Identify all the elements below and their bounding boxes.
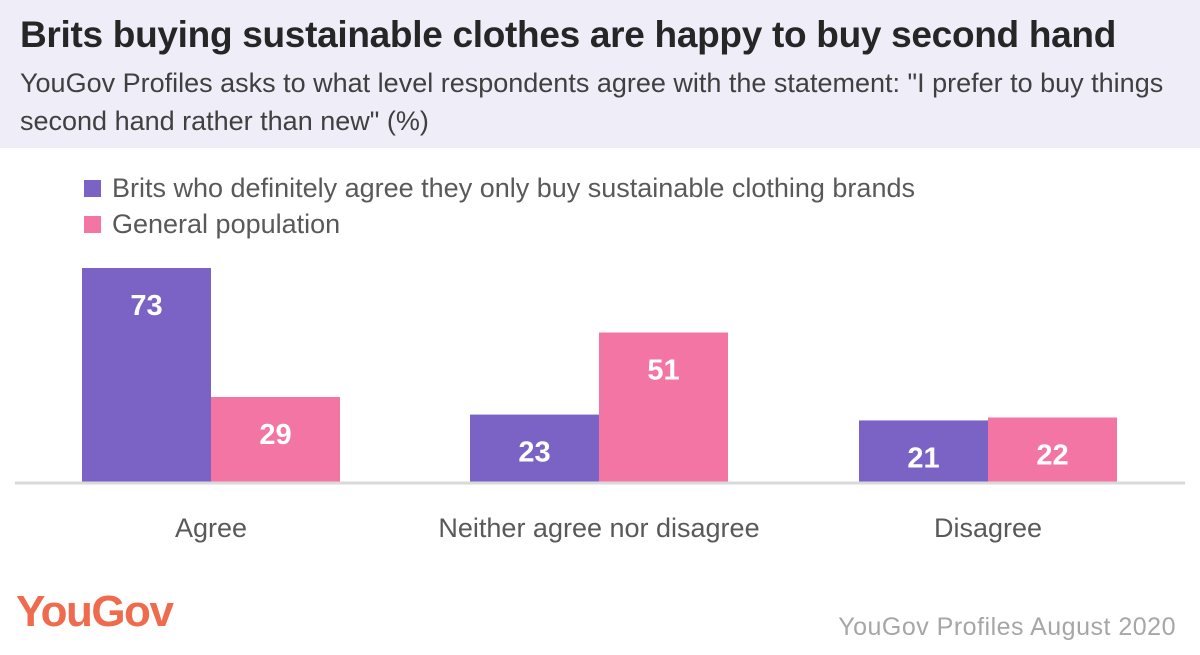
data-label-2-series-1: 21 — [907, 442, 939, 474]
bar-0-series-2 — [211, 396, 340, 482]
data-label-1-series-1: 23 — [518, 437, 550, 469]
legend-label-series-2: General population — [112, 208, 341, 239]
category-label-2: Disagree — [934, 513, 1042, 543]
legend-label-series-1: Brits who definitely agree they only buy… — [112, 172, 915, 203]
chart-subtitle: YouGov Profiles asks to what level respo… — [20, 68, 1164, 136]
legend-swatch-series-2 — [84, 215, 101, 233]
legend: Brits who definitely agree they only buy… — [84, 170, 915, 242]
header-banner: Brits buying sustainable clothes are hap… — [0, 0, 1200, 148]
yougov-logo: YouGov — [16, 587, 174, 636]
bar-0-series-1 — [82, 268, 211, 482]
labels-layer: 73 29 Agree 23 51 Neither agree nor disagree 2… — [130, 290, 1068, 543]
data-label-0-series-2: 29 — [259, 419, 291, 451]
data-label-2-series-2: 22 — [1036, 440, 1068, 472]
legend-swatch-series-1 — [84, 179, 101, 197]
legend-item-series-2: General population — [84, 206, 915, 242]
data-label-0-series-1: 73 — [130, 290, 162, 322]
bar-1-series-1 — [470, 414, 599, 482]
bars-layer — [82, 268, 1117, 482]
source-note: YouGov Profiles August 2020 — [838, 613, 1176, 641]
legend-item-series-1: Brits who definitely agree they only buy… — [84, 170, 915, 206]
data-label-1-series-2: 51 — [647, 354, 679, 386]
bar-2-series-1 — [859, 420, 988, 482]
category-label-1: Neither agree nor disagree — [438, 513, 759, 543]
category-label-0: Agree — [175, 513, 247, 543]
bar-1-series-2 — [599, 332, 728, 482]
chart-title: Brits buying sustainable clothes are hap… — [20, 14, 1117, 55]
bar-2-series-2 — [988, 417, 1117, 482]
